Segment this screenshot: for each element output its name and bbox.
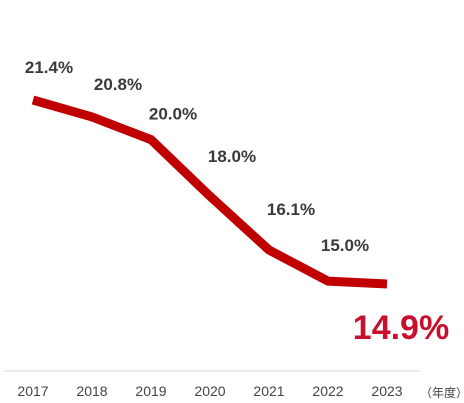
data-label-2021: 16.1%: [267, 200, 315, 219]
data-label-2018: 20.8%: [94, 75, 142, 94]
data-label-2022: 15.0%: [321, 236, 369, 255]
x-axis-unit-label: （年度）: [420, 385, 464, 400]
data-label-2020: 18.0%: [208, 147, 256, 166]
series-line: [31, 95, 388, 289]
data-label-2017: 21.4%: [25, 58, 73, 77]
x-tick-label-2019: 2019: [135, 383, 166, 399]
x-tick-label-2017: 2017: [17, 383, 48, 399]
x-tick-label-2020: 2020: [194, 383, 225, 399]
x-tick-label-2018: 2018: [76, 383, 107, 399]
x-axis-ticks: 2017 2018 2019 2020 2021 2022 2023: [17, 383, 402, 399]
data-labels: 21.4% 20.8% 20.0% 18.0% 16.1% 15.0% 14.9%: [25, 58, 449, 347]
x-tick-label-2023: 2023: [371, 383, 402, 399]
data-label-2019: 20.0%: [149, 105, 197, 124]
x-tick-label-2022: 2022: [312, 383, 343, 399]
data-label-2023: 14.9%: [353, 309, 449, 347]
x-tick-label-2021: 2021: [253, 383, 284, 399]
